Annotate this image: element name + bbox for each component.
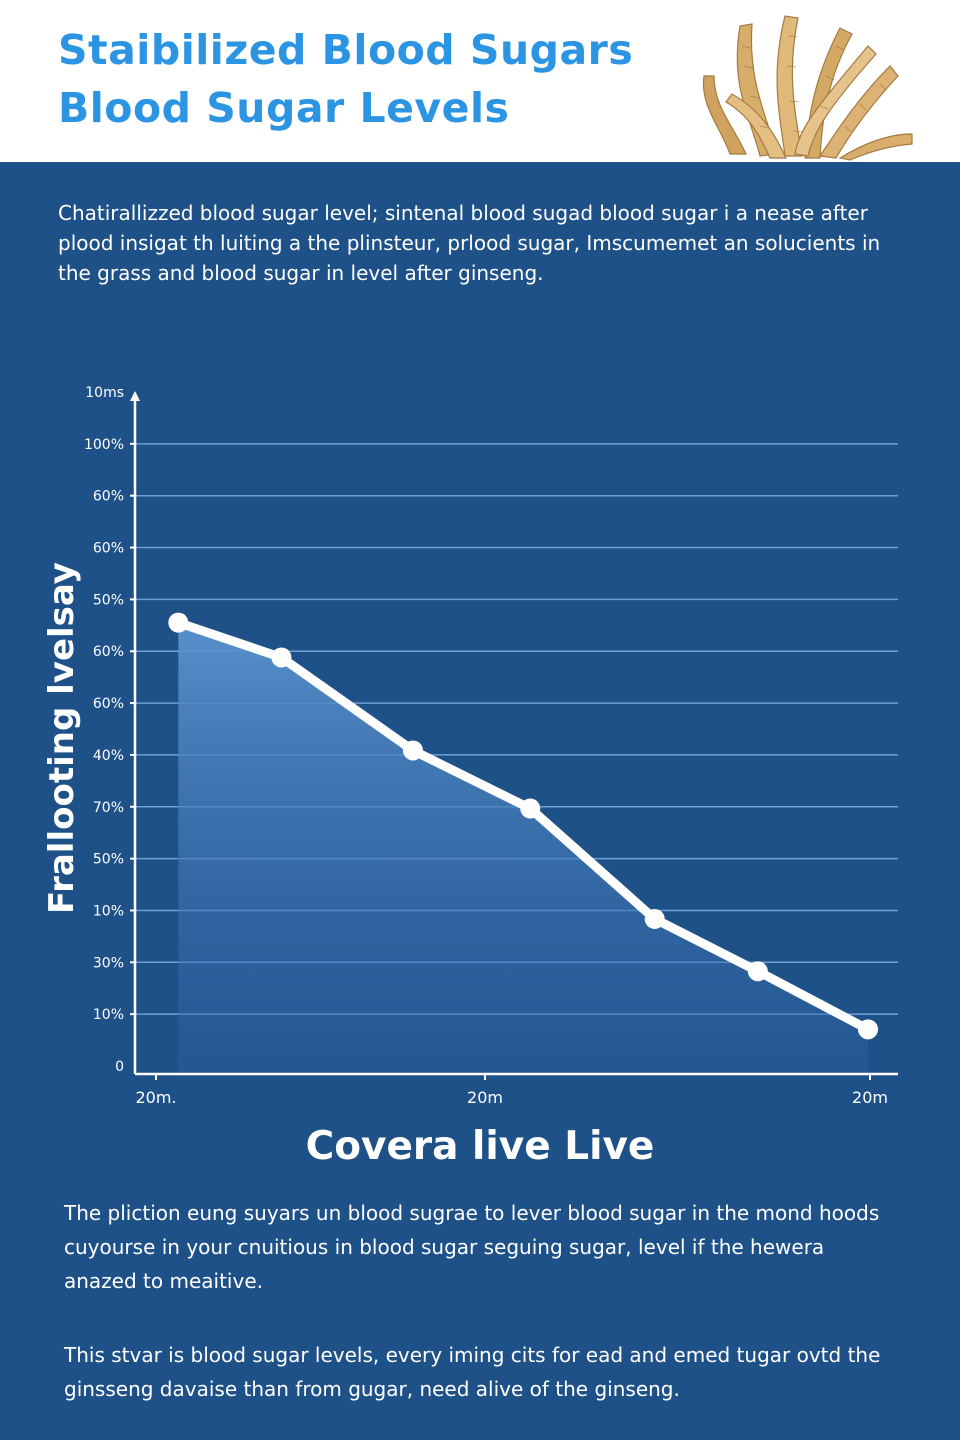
x-tick-label: 20m bbox=[467, 1088, 503, 1107]
area-fill bbox=[178, 622, 868, 1074]
footer-paragraph-2: This stvar is blood sugar levels, every … bbox=[64, 1343, 881, 1401]
y-tick-label: 50% bbox=[93, 592, 124, 608]
y-axis-label: Frallooting lvelsay bbox=[42, 562, 82, 914]
y-axis-arrow bbox=[130, 391, 140, 401]
y-tick-label: 70% bbox=[93, 800, 124, 816]
x-axis-title: Covera live Live bbox=[305, 1124, 655, 1169]
header-banner: Staibilized Blood Sugars Blood Sugar Lev… bbox=[0, 0, 960, 162]
y-tick-label: 10% bbox=[93, 903, 124, 919]
y-tick-label: 60% bbox=[93, 696, 124, 712]
blood-sugar-chart: 10ms 100% 60% 60% 50% 60% 60% 40% 70% 50% 10% 30% 10… bbox=[42, 385, 898, 1107]
page-title-line-1: Staibilized Blood Sugars bbox=[58, 26, 634, 74]
data-point bbox=[402, 740, 423, 761]
y-tick-label: 100% bbox=[84, 437, 124, 453]
y-tick-label: 30% bbox=[93, 955, 124, 971]
y-tick-label: 60% bbox=[93, 489, 124, 505]
data-point bbox=[520, 798, 541, 819]
y-tick-label: 0 bbox=[115, 1059, 124, 1075]
x-tick-label: 20m. bbox=[135, 1088, 176, 1107]
x-tick-label: 20m bbox=[852, 1088, 888, 1107]
y-tick-label: 10ms bbox=[85, 385, 124, 401]
data-point bbox=[858, 1019, 878, 1040]
ginseng-root-illustration bbox=[702, 15, 913, 161]
data-point bbox=[644, 908, 665, 929]
intro-text: Chatirallizzed blood sugar level; sinten… bbox=[58, 201, 881, 285]
page-title-line-2: Blood Sugar Levels bbox=[58, 84, 510, 132]
data-point bbox=[271, 647, 292, 668]
y-tick-label: 40% bbox=[93, 748, 124, 764]
y-tick-label: 60% bbox=[93, 541, 124, 557]
footer-paragraph-1: The pliction eung suyars un blood sugrae… bbox=[64, 1201, 880, 1293]
y-tick-label: 10% bbox=[93, 1007, 124, 1023]
data-point bbox=[168, 612, 189, 633]
data-point bbox=[747, 961, 768, 982]
y-tick-label: 60% bbox=[93, 644, 124, 660]
y-tick-label: 50% bbox=[93, 852, 124, 868]
